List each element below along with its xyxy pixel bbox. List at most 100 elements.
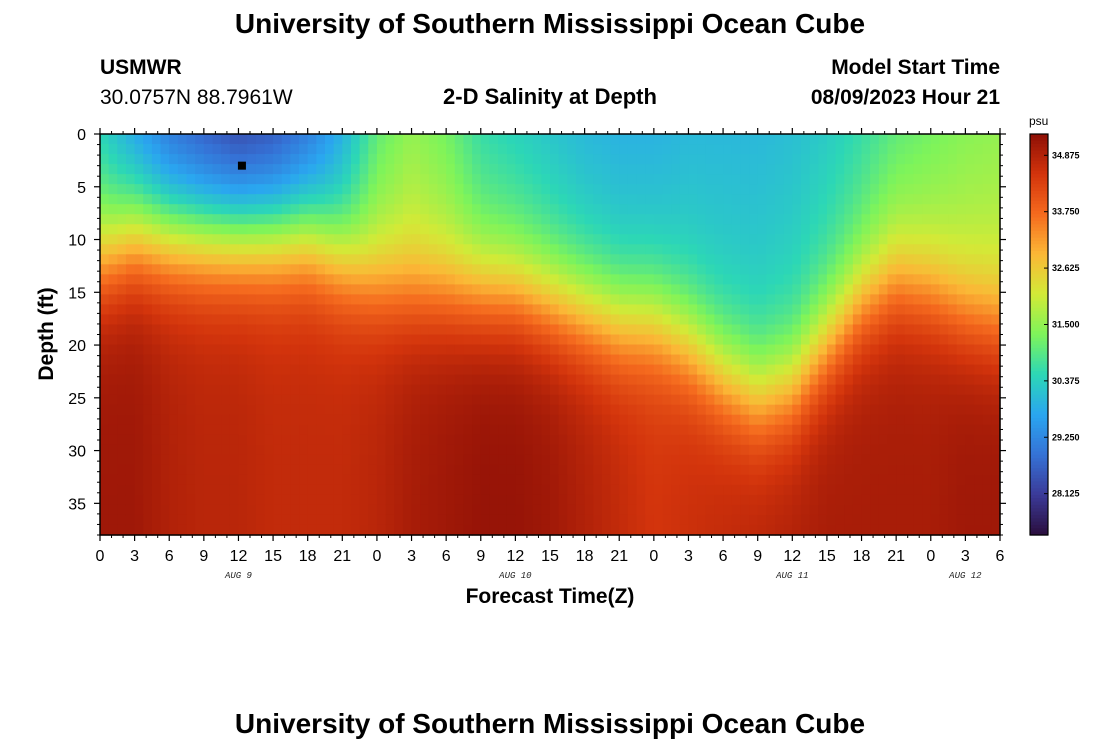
heatmap-cell	[342, 454, 352, 466]
heatmap-cell	[697, 224, 707, 235]
heatmap-cell	[878, 234, 889, 245]
heatmap-cell	[541, 204, 551, 215]
heatmap-cell	[480, 444, 491, 456]
heatmap-cell	[541, 434, 551, 446]
heatmap-cell	[117, 324, 127, 336]
heatmap-cell	[688, 254, 698, 265]
heatmap-cell	[515, 414, 525, 426]
heatmap-cell	[974, 164, 984, 175]
heatmap-cell	[601, 344, 612, 356]
heatmap-cell	[852, 164, 863, 175]
heatmap-cell	[740, 164, 750, 175]
heatmap-cell	[974, 194, 984, 205]
heatmap-cell	[567, 214, 577, 225]
heatmap-cell	[203, 464, 214, 476]
heatmap-cell	[143, 204, 153, 215]
heatmap-cell	[593, 314, 603, 326]
heatmap-cell	[195, 304, 205, 316]
heatmap-cell	[489, 334, 499, 346]
heatmap-cell	[740, 144, 750, 155]
heatmap-cell	[567, 324, 577, 336]
heatmap-cell	[385, 444, 395, 456]
x-tick-label: 15	[264, 548, 282, 565]
heatmap-cell	[524, 254, 534, 265]
heatmap-cell	[221, 134, 231, 145]
heatmap-cell	[645, 394, 655, 406]
heatmap-cell	[601, 444, 612, 456]
heatmap-cell	[143, 194, 153, 205]
heatmap-cell	[731, 234, 741, 245]
heatmap-cell	[688, 364, 698, 376]
heatmap-cell	[601, 294, 612, 306]
heatmap-cell	[697, 484, 707, 496]
heatmap-cell	[281, 154, 291, 165]
heatmap-cell	[922, 444, 932, 456]
heatmap-cell	[100, 414, 110, 426]
heatmap-cell	[800, 344, 811, 356]
heatmap-cell	[662, 424, 672, 436]
heatmap-cell	[800, 304, 811, 316]
heatmap-cell	[143, 304, 153, 316]
heatmap-cell	[679, 224, 690, 235]
heatmap-cell	[610, 444, 620, 456]
heatmap-cell	[437, 524, 447, 536]
heatmap-cell	[705, 214, 716, 225]
heatmap-cell	[316, 524, 326, 536]
heatmap-cell	[108, 514, 118, 526]
heatmap-cell	[264, 404, 274, 416]
heatmap-cell	[697, 344, 707, 356]
heatmap-cell	[143, 494, 153, 506]
x-tick-label: 18	[853, 548, 871, 565]
heatmap-cell	[688, 194, 698, 205]
heatmap-cell	[325, 404, 335, 416]
heatmap-cell	[498, 474, 508, 486]
heatmap-cell	[238, 214, 248, 225]
heatmap-cell	[221, 374, 231, 386]
heatmap-cell	[428, 134, 439, 145]
heatmap-cell	[160, 224, 170, 235]
heatmap-cell	[212, 514, 222, 526]
heatmap-cell	[541, 274, 551, 285]
heatmap-cell	[307, 514, 317, 526]
heatmap-cell	[792, 294, 802, 306]
heatmap-cell	[878, 294, 889, 306]
heatmap-cell	[627, 184, 638, 195]
heatmap-cell	[723, 324, 733, 336]
heatmap-cell	[619, 314, 629, 326]
heatmap-cell	[835, 444, 845, 456]
heatmap-cell	[134, 264, 144, 275]
heatmap-cell	[697, 514, 707, 526]
heatmap-cell	[653, 444, 664, 456]
colorbar-segment	[1030, 337, 1048, 342]
heatmap-cell	[922, 354, 932, 366]
heatmap-cell	[688, 444, 698, 456]
heatmap-cell	[160, 414, 170, 426]
heatmap-cell	[177, 254, 188, 265]
heatmap-cell	[593, 264, 603, 275]
heatmap-cell	[766, 244, 776, 255]
heatmap-cell	[446, 494, 456, 506]
heatmap-cell	[446, 394, 456, 406]
heatmap-cell	[913, 444, 923, 456]
heatmap-cell	[117, 184, 127, 195]
heatmap-cell	[480, 144, 491, 155]
heatmap-cell	[203, 494, 214, 506]
colorbar-segment	[1030, 448, 1048, 453]
heatmap-cell	[221, 244, 231, 255]
heatmap-cell	[316, 474, 326, 486]
heatmap-cell	[446, 404, 456, 416]
heatmap-cell	[169, 224, 179, 235]
heatmap-cell	[913, 234, 923, 245]
heatmap-cell	[723, 484, 733, 496]
heatmap-cell	[489, 344, 499, 356]
heatmap-cell	[498, 224, 508, 235]
heatmap-cell	[350, 304, 361, 316]
heatmap-cell	[870, 524, 880, 536]
heatmap-cell	[818, 284, 828, 296]
heatmap-cell	[506, 414, 516, 426]
heatmap-cell	[679, 374, 690, 386]
heatmap-cell	[472, 184, 482, 195]
heatmap-cell	[186, 164, 196, 175]
heatmap-cell	[982, 394, 992, 406]
heatmap-cell	[835, 134, 845, 145]
